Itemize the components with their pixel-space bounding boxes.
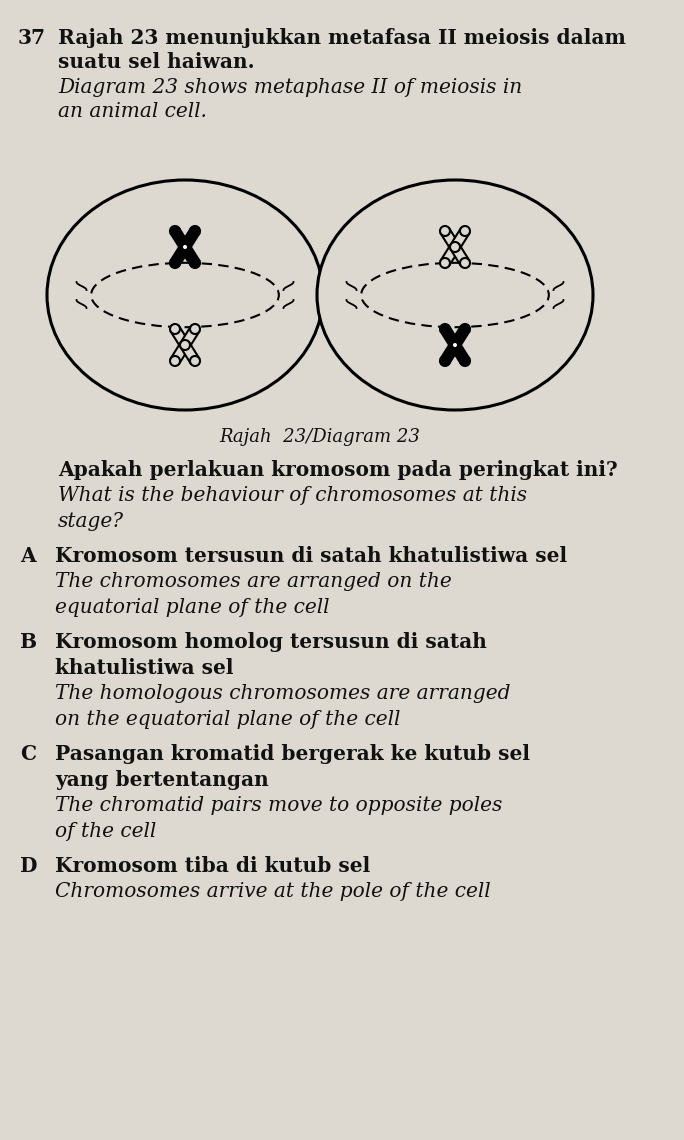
Text: Rajah 23 menunjukkan metafasa II meiosis dalam: Rajah 23 menunjukkan metafasa II meiosis… [58,28,626,48]
Polygon shape [171,228,189,250]
Text: Chromosomes arrive at the pole of the cell: Chromosomes arrive at the pole of the ce… [55,882,490,901]
Polygon shape [181,244,199,266]
Circle shape [460,226,470,236]
Text: Diagram 23 shows metaphase II of meiosis in: Diagram 23 shows metaphase II of meiosis… [58,78,523,97]
Text: Apakah perlakuan kromosom pada peringkat ini?: Apakah perlakuan kromosom pada peringkat… [58,461,618,480]
Circle shape [170,258,180,268]
Text: What is the behaviour of chromosomes at this: What is the behaviour of chromosomes at … [58,486,527,505]
Circle shape [180,340,190,350]
Polygon shape [451,342,469,364]
Text: on the equatorial plane of the cell: on the equatorial plane of the cell [55,710,400,728]
Circle shape [450,340,460,350]
Circle shape [180,242,190,252]
Circle shape [190,356,200,366]
Polygon shape [181,326,199,348]
Circle shape [440,226,450,236]
Text: The chromatid pairs move to opposite poles: The chromatid pairs move to opposite pol… [55,796,502,815]
Circle shape [440,258,450,268]
Text: C: C [20,744,36,764]
Text: The chromosomes are arranged on the: The chromosomes are arranged on the [55,572,451,591]
Text: khatulistiwa sel: khatulistiwa sel [55,658,233,678]
Text: The homologous chromosomes are arranged: The homologous chromosomes are arranged [55,684,510,703]
Text: B: B [20,632,37,652]
Ellipse shape [47,180,323,410]
Polygon shape [171,342,189,364]
Text: equatorial plane of the cell: equatorial plane of the cell [55,598,330,617]
Circle shape [170,356,180,366]
Polygon shape [181,342,199,364]
Text: Kromosom tersusun di satah khatulistiwa sel: Kromosom tersusun di satah khatulistiwa … [55,546,567,565]
Text: stage?: stage? [58,512,124,531]
Text: Kromosom tiba di kutub sel: Kromosom tiba di kutub sel [55,856,370,876]
Polygon shape [171,326,189,348]
Circle shape [183,245,187,249]
Circle shape [170,226,180,236]
Text: D: D [20,856,38,876]
Polygon shape [440,228,459,250]
Polygon shape [451,228,469,250]
Text: 37: 37 [18,28,46,48]
Circle shape [450,242,460,252]
Circle shape [190,258,200,268]
Ellipse shape [317,180,593,410]
Text: A: A [20,546,36,565]
Text: suatu sel haiwan.: suatu sel haiwan. [58,52,254,72]
Circle shape [460,258,470,268]
Text: Rajah  23/Diagram 23: Rajah 23/Diagram 23 [220,428,421,446]
Polygon shape [451,326,469,348]
Circle shape [170,324,180,334]
Polygon shape [171,244,189,266]
Polygon shape [440,326,459,348]
Text: an animal cell.: an animal cell. [58,101,207,121]
Circle shape [460,356,470,366]
Polygon shape [440,342,459,364]
Circle shape [453,343,457,347]
Text: Pasangan kromatid bergerak ke kutub sel: Pasangan kromatid bergerak ke kutub sel [55,744,530,764]
Text: of the cell: of the cell [55,822,156,841]
Circle shape [440,356,450,366]
Circle shape [190,226,200,236]
Text: yang bertentangan: yang bertentangan [55,770,269,790]
Circle shape [460,324,470,334]
Polygon shape [451,244,469,266]
Text: Kromosom homolog tersusun di satah: Kromosom homolog tersusun di satah [55,632,487,652]
Circle shape [190,324,200,334]
Polygon shape [181,228,199,250]
Circle shape [440,324,450,334]
Polygon shape [440,244,459,266]
